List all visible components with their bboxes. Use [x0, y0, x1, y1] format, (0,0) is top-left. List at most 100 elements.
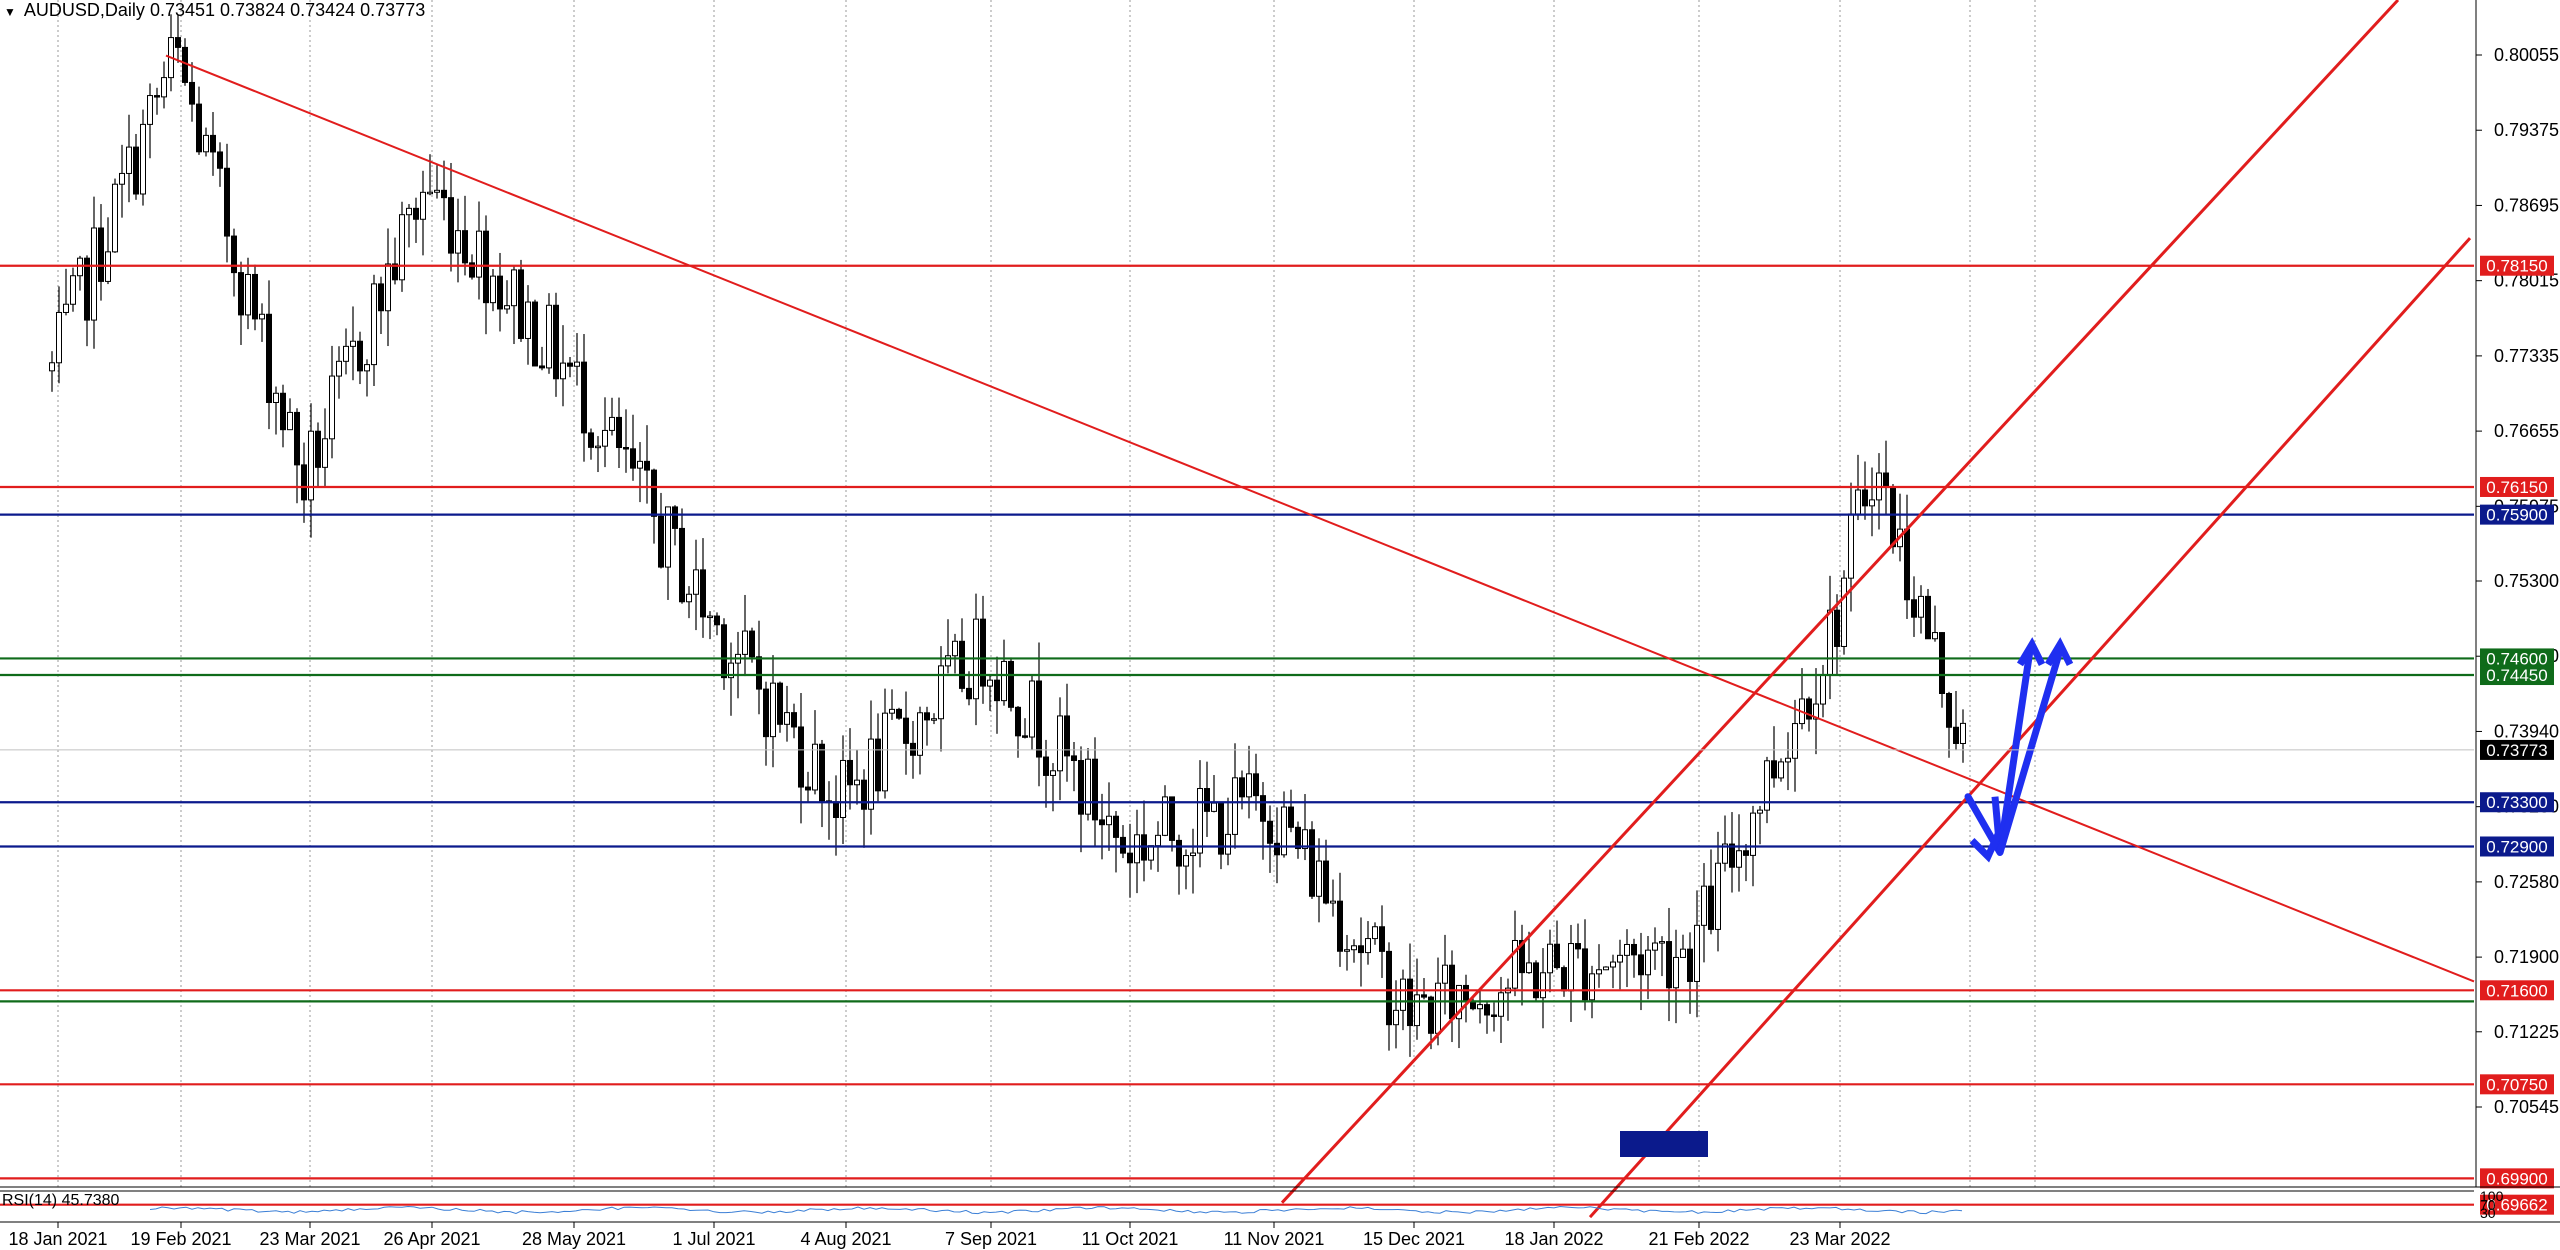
candle — [707, 611, 713, 640]
level-badge-blue — [2480, 836, 2554, 857]
candle — [1127, 823, 1133, 898]
trendline-1 — [1280, 0, 2400, 1204]
level-badge-label: 0.73300 — [2486, 793, 2547, 812]
candle — [434, 165, 440, 199]
candle-body — [315, 430, 321, 468]
candle-body — [203, 134, 209, 153]
level-badge-green — [2480, 648, 2554, 669]
candle-body — [1120, 836, 1126, 854]
y-tick-label: 0.79375 — [2494, 120, 2559, 140]
candle — [889, 689, 895, 720]
candle-body — [210, 134, 216, 153]
candle — [280, 384, 286, 448]
candle — [1169, 796, 1175, 852]
candle — [1344, 934, 1350, 971]
candle — [686, 586, 692, 619]
candle — [490, 269, 496, 312]
candle-body — [756, 656, 762, 690]
candle — [1757, 805, 1763, 845]
candle-body — [483, 230, 489, 304]
candle — [329, 345, 335, 459]
candle — [644, 425, 650, 504]
candle — [1939, 632, 1945, 708]
candle-body — [63, 303, 69, 313]
candle-body — [1393, 1009, 1399, 1026]
candle — [749, 627, 755, 663]
candle-body — [1568, 943, 1574, 992]
candle-body — [1148, 845, 1154, 861]
y-tick-label: 0.70545 — [2494, 1097, 2559, 1117]
candle — [357, 331, 363, 385]
candle — [1379, 905, 1385, 978]
candle — [1204, 761, 1210, 837]
candle-body — [308, 430, 314, 501]
candle — [70, 267, 76, 312]
candle — [665, 506, 671, 600]
candle — [525, 285, 531, 365]
candle — [1526, 931, 1532, 974]
level-badge-red — [2480, 476, 2554, 497]
candle — [1764, 756, 1770, 824]
candle — [1918, 585, 1924, 634]
candle-body — [1421, 994, 1427, 998]
candle-body — [1064, 715, 1070, 757]
candle-body — [889, 708, 895, 714]
candle-body — [693, 569, 699, 595]
candle-body — [357, 340, 363, 372]
candle — [1792, 699, 1798, 792]
candle — [791, 703, 797, 739]
candle — [1316, 838, 1322, 923]
level-badge-red — [2480, 980, 2554, 1001]
time-axis: 18 Jan 2021 19 Feb 2021 23 Mar 2021 26 Apr … — [0, 1221, 2560, 1249]
candle — [924, 706, 930, 746]
candle-body — [1589, 973, 1595, 1001]
candle-body — [686, 593, 692, 603]
candle-body — [1652, 942, 1658, 951]
candle-body — [952, 640, 958, 657]
candle-body — [665, 506, 671, 568]
candle — [602, 397, 608, 468]
candle-body — [1050, 770, 1056, 776]
candle-body — [413, 207, 419, 220]
candle — [1414, 958, 1420, 1040]
candle — [728, 642, 734, 716]
candle-body — [1792, 723, 1798, 759]
candle-body — [1855, 489, 1861, 515]
x-tick-label: 11 Oct 2021 — [1082, 1229, 1179, 1249]
candle — [98, 204, 104, 301]
candle — [1064, 683, 1070, 782]
candle-body — [791, 712, 797, 728]
candle — [441, 160, 447, 221]
candle-body — [1330, 900, 1336, 904]
candle — [959, 618, 965, 693]
candle — [854, 749, 860, 805]
candle-body — [770, 682, 776, 738]
dropdown-triangle-icon[interactable]: ▼ — [4, 5, 16, 19]
candle-body — [833, 801, 839, 819]
candle-body — [1757, 809, 1763, 814]
candle — [1043, 739, 1049, 808]
candle-body — [1694, 924, 1700, 982]
candle-body — [1351, 945, 1357, 951]
y-tick-label: 0.71900 — [2494, 947, 2559, 967]
candle-body — [1638, 954, 1644, 976]
candle-body — [630, 448, 636, 469]
candle-body — [1428, 996, 1434, 1034]
candle — [630, 414, 636, 481]
candle-body — [420, 191, 426, 220]
trendline-0 — [165, 54, 2475, 983]
candle-body — [1645, 949, 1651, 976]
candle-body — [777, 682, 783, 725]
candle — [217, 142, 223, 187]
candle-body — [1715, 862, 1721, 930]
candle-body — [518, 269, 524, 339]
candle-body — [70, 275, 76, 305]
candle-body — [525, 301, 531, 339]
candle-body — [1414, 994, 1420, 1027]
candle-body — [742, 630, 748, 655]
candle — [238, 261, 244, 345]
candle — [1232, 743, 1238, 849]
candle — [1001, 639, 1007, 706]
y-tick-label: 0.71225 — [2494, 1022, 2559, 1042]
candle — [224, 143, 230, 263]
